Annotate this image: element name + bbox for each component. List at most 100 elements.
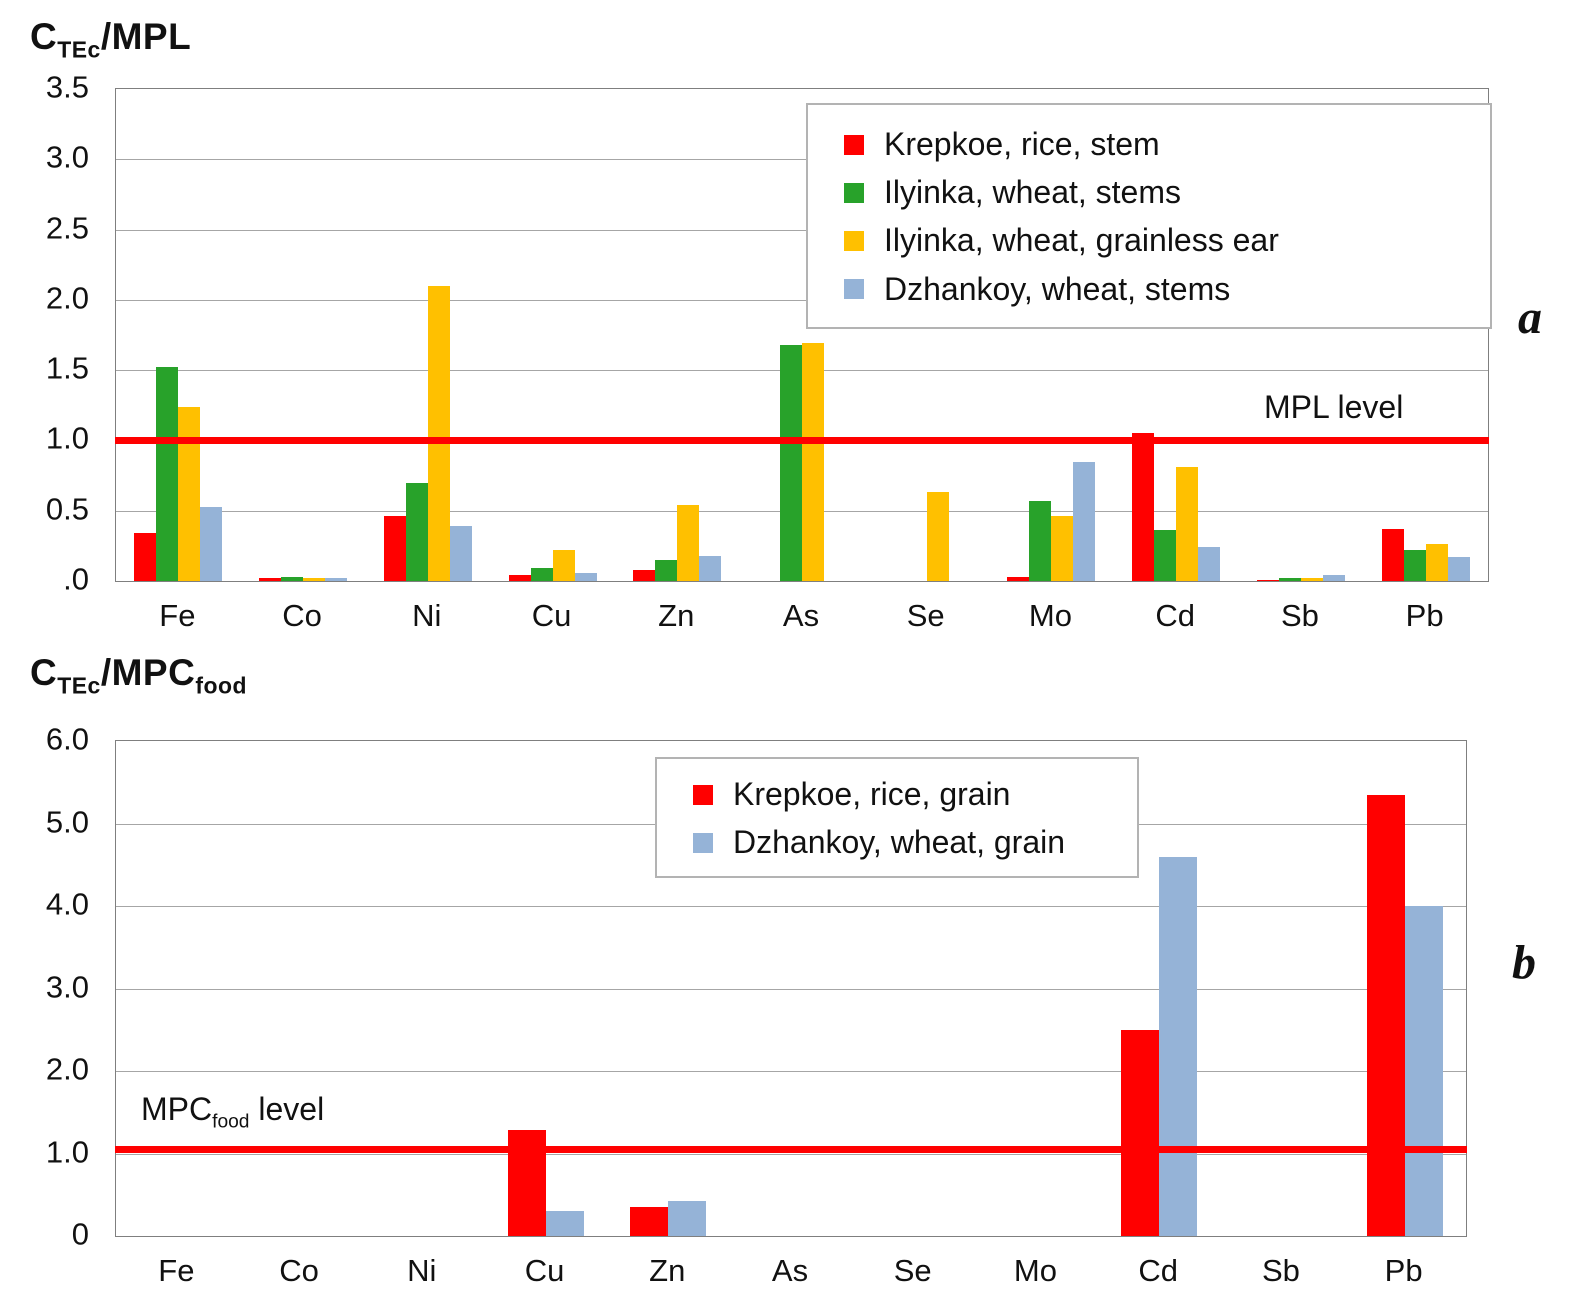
bar-ni-series-1 — [405, 482, 428, 581]
y-tick-label: 1.0 — [45, 420, 89, 456]
bar-ni-series-0 — [383, 516, 406, 581]
y-tick-label: .0 — [63, 561, 89, 597]
x-tick-label: Cu — [524, 1253, 565, 1288]
legend-item: Krepkoe, rice, grain — [693, 776, 1137, 812]
gridline — [116, 1071, 1466, 1072]
legend-label: Ilyinka, wheat, stems — [884, 174, 1181, 211]
bar-cu-series-1 — [545, 1211, 584, 1236]
x-tick-label: Co — [282, 598, 322, 633]
x-tick-label: As — [771, 1253, 809, 1288]
x-tick-label: As — [782, 598, 820, 633]
y-tick-label: 3.0 — [45, 968, 89, 1004]
y-tick-label: 6.0 — [45, 721, 89, 757]
chart-a-title-main: C — [30, 16, 58, 57]
bar-zn-series-1 — [668, 1201, 707, 1236]
legend-swatch — [693, 832, 713, 853]
bar-sb-series-0 — [1256, 579, 1279, 581]
bar-ni-series-2 — [427, 285, 450, 581]
x-tick-label: Ni — [407, 1253, 437, 1288]
panel-b-letter: b — [1512, 936, 1536, 989]
bar-ni-series-3 — [449, 526, 472, 581]
bar-cd-series-1 — [1159, 856, 1198, 1236]
legend-swatch — [844, 279, 864, 300]
chart-b-title-mid: /MPC — [100, 652, 196, 693]
chart-a-title: CTEc/MPL — [30, 16, 191, 63]
x-tick-label: Cd — [1138, 1253, 1178, 1288]
bar-fe-series-2 — [178, 406, 201, 581]
x-tick-label: Co — [279, 1253, 319, 1288]
bar-fe-series-3 — [200, 506, 223, 581]
y-tick-label: 2.0 — [45, 1051, 89, 1087]
chart-b-ref-label-main: MPC — [141, 1091, 213, 1127]
legend-label: Dzhankoy, wheat, grain — [733, 824, 1066, 861]
chart-a-x-axis: Fe Co Ni Cu Zn As Se Mo Cd Sb Pb — [115, 592, 1487, 636]
chart-b-x-axis: Fe Co Ni Cu Zn As Se Mo Cd Sb Pb — [115, 1247, 1465, 1291]
chart-a-legend: Krepkoe, rice, stem Ilyinka, wheat, stems… — [806, 103, 1492, 329]
y-tick-label: 2.5 — [45, 209, 89, 245]
x-tick-label: Fe — [158, 1253, 195, 1288]
chart-b-ref-label-rest: level — [249, 1091, 325, 1127]
legend-swatch — [844, 182, 864, 203]
legend-label: Krepkoe, rice, grain — [733, 776, 1011, 812]
bar-co-series-2 — [303, 578, 326, 581]
bar-cd-series-2 — [1176, 467, 1199, 581]
y-tick-label: 0.5 — [45, 490, 89, 526]
y-tick-label: 3.5 — [45, 69, 89, 105]
bar-cd-series-0 — [1132, 433, 1155, 581]
legend-item: Dzhankoy, wheat, grain — [693, 824, 1137, 861]
bar-cd-series-1 — [1154, 530, 1177, 581]
chart-b-y-axis: 6.0 5.0 4.0 3.0 2.0 1.0 0 — [0, 721, 103, 1251]
x-tick-label: Se — [906, 598, 945, 633]
gridline — [116, 159, 1488, 161]
legend-item: Ilyinka, wheat, grainless ear — [844, 223, 1490, 258]
bar-co-series-1 — [281, 576, 304, 581]
bar-cd-series-3 — [1198, 547, 1221, 581]
bar-zn-series-1 — [655, 559, 678, 581]
x-tick-label: Cu — [531, 598, 572, 633]
x-tick-label: Ni — [412, 598, 442, 633]
bar-zn-series-0 — [633, 569, 656, 581]
legend-item: Krepkoe, rice, stem — [844, 126, 1490, 162]
gridline — [116, 229, 1488, 231]
bar-cd-series-0 — [1121, 1029, 1160, 1236]
bar-mo-series-2 — [1051, 516, 1074, 581]
bar-as-series-1 — [780, 344, 802, 581]
y-tick-label: 4.0 — [45, 886, 89, 922]
bar-cu-series-3 — [574, 572, 597, 581]
bar-pb-series-2 — [1425, 544, 1448, 581]
y-tick-label: 0 — [71, 1216, 89, 1252]
chart-b-legend: Krepkoe, rice, grain Dzhankoy, wheat, gra… — [655, 757, 1139, 879]
bar-mo-series-3 — [1073, 461, 1096, 581]
x-tick-label: Zn — [649, 1253, 686, 1288]
bar-cu-series-2 — [552, 550, 575, 581]
legend-item: Ilyinka, wheat, stems — [844, 174, 1490, 211]
x-tick-label: Fe — [159, 598, 196, 633]
bar-pb-series-1 — [1404, 906, 1443, 1236]
legend-swatch — [693, 784, 713, 805]
bar-co-series-3 — [325, 578, 348, 581]
bar-cu-series-1 — [530, 568, 553, 581]
bar-fe-series-0 — [134, 533, 157, 581]
chart-a-ref-label-main: MPL level — [1264, 389, 1404, 425]
bar-cu-series-0 — [508, 575, 531, 581]
x-tick-label: Pb — [1384, 1253, 1423, 1288]
chart-b-title: CTEc/MPCfood — [30, 652, 247, 699]
bar-zn-series-0 — [630, 1207, 669, 1236]
x-tick-label: Mo — [1028, 598, 1072, 633]
gridline — [116, 988, 1466, 990]
bar-fe-series-1 — [156, 367, 179, 581]
bar-pb-series-0 — [1366, 794, 1405, 1236]
ref-line — [115, 1146, 1467, 1154]
panel-a-letter: a — [1518, 291, 1542, 344]
bar-zn-series-2 — [677, 505, 700, 581]
bar-zn-series-3 — [699, 555, 722, 581]
chart-b-ref-line-label: MPCfood level — [141, 1091, 324, 1133]
chart-b-title-main: C — [30, 652, 58, 693]
gridline — [116, 1153, 1466, 1155]
chart-b-title-sub2: food — [195, 672, 247, 699]
legend-item: Dzhankoy, wheat, stems — [844, 271, 1490, 307]
gridline — [116, 906, 1466, 907]
bar-sb-series-1 — [1278, 578, 1301, 581]
chart-a-title-mid: /MPL — [100, 16, 192, 57]
